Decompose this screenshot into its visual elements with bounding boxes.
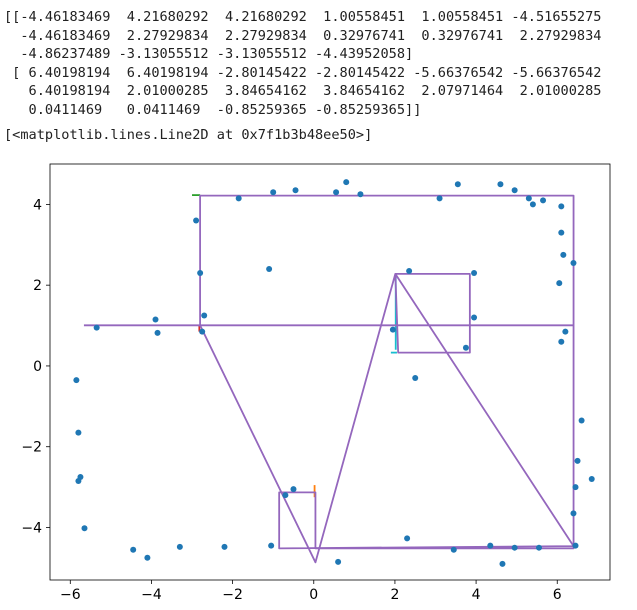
scatter-point <box>75 429 82 436</box>
scatter-point <box>266 266 273 273</box>
scatter-point <box>529 201 536 208</box>
scatter-point <box>556 280 563 287</box>
scatter-point <box>197 270 204 277</box>
scatter-point <box>152 316 159 323</box>
scatter-point <box>268 542 275 549</box>
array-output: [[-4.46183469 4.21680292 4.21680292 1.00… <box>4 8 601 120</box>
scatter-point <box>558 203 565 210</box>
scatter-point <box>77 474 84 481</box>
scatter-point <box>335 558 342 565</box>
scatter-point <box>540 197 547 204</box>
scatter-point <box>462 344 469 351</box>
scatter-point <box>560 251 567 258</box>
scatter-point <box>558 338 565 345</box>
scatter-point <box>154 329 161 336</box>
scatter-point <box>404 535 411 542</box>
scatter-point <box>357 191 364 198</box>
scatter-point <box>497 181 504 188</box>
array-line: 0.0411469 0.0411469 -0.85259365 -0.85259… <box>4 101 422 118</box>
x-tick-label: 6 <box>553 587 562 603</box>
scatter-point <box>572 542 579 549</box>
x-tick-label: −6 <box>60 587 81 603</box>
scatter-point <box>193 217 200 224</box>
y-tick-label: 2 <box>33 278 42 294</box>
scatter-point <box>389 326 396 333</box>
array-line: -4.86237489 -3.13055512 -3.13055512 -4.4… <box>4 46 414 63</box>
scatter-point <box>199 328 206 335</box>
y-tick-label: −4 <box>21 520 42 536</box>
line2d-repr: [<matplotlib.lines.Line2D at 0x7f1b3b48e… <box>4 127 373 143</box>
scatter-point <box>290 486 297 493</box>
scatter-point <box>471 270 478 277</box>
scatter-point <box>525 195 532 202</box>
scatter-point <box>454 181 461 188</box>
x-tick-label: 0 <box>309 587 318 603</box>
scatter-point <box>436 195 443 202</box>
scatter-point <box>570 510 577 517</box>
scatter-point <box>558 229 565 236</box>
x-tick-label: 4 <box>472 587 481 603</box>
scatter-point <box>292 187 299 194</box>
scatter-point <box>572 484 579 491</box>
scatter-point <box>578 417 585 424</box>
array-line: [ 6.40198194 6.40198194 -2.80145422 -2.8… <box>4 64 602 81</box>
scatter-point <box>511 187 518 194</box>
scatter-point <box>570 259 577 266</box>
scatter-point <box>282 492 289 499</box>
scatter-point <box>201 312 208 319</box>
scatter-point <box>499 560 506 567</box>
scatter-point <box>81 525 88 532</box>
y-tick-label: −2 <box>21 440 42 456</box>
axes-frame <box>49 163 611 581</box>
scatter-point <box>343 179 350 186</box>
x-tick-label: 2 <box>390 587 399 603</box>
scatter-point <box>535 544 542 551</box>
scatter-point <box>471 314 478 321</box>
scatter-point <box>487 542 494 549</box>
scatter-point <box>93 324 100 331</box>
array-line: 6.40198194 2.01000285 3.84654162 3.84654… <box>4 83 602 100</box>
scatter-point <box>270 189 277 196</box>
scatter-point <box>574 457 581 464</box>
y-tick-label: 0 <box>33 359 42 375</box>
scatter-point <box>235 195 242 202</box>
scatter-point <box>588 476 595 483</box>
scatter-point <box>406 268 413 275</box>
scatter-point <box>511 544 518 551</box>
scatter-point <box>333 189 340 196</box>
scatter-point <box>412 375 419 382</box>
y-tick-label: 4 <box>33 197 42 213</box>
scatter-point <box>562 328 569 335</box>
array-line: [[-4.46183469 4.21680292 4.21680292 1.00… <box>4 9 602 25</box>
scatter-point <box>144 554 151 561</box>
scatter-point <box>176 543 183 550</box>
scatter-point <box>221 543 228 550</box>
x-tick-label: −4 <box>141 587 162 603</box>
scatter-point <box>450 546 457 553</box>
scatter-point <box>130 546 137 553</box>
array-line: -4.46183469 2.27929834 2.27929834 0.3297… <box>4 27 602 44</box>
x-tick-label: −2 <box>222 587 243 603</box>
chart-figure: −6 −4 −2 0 2 4 6 4 2 0 −2 −4 <box>21 163 611 603</box>
scatter-point <box>73 377 80 384</box>
series-line <box>83 194 575 564</box>
